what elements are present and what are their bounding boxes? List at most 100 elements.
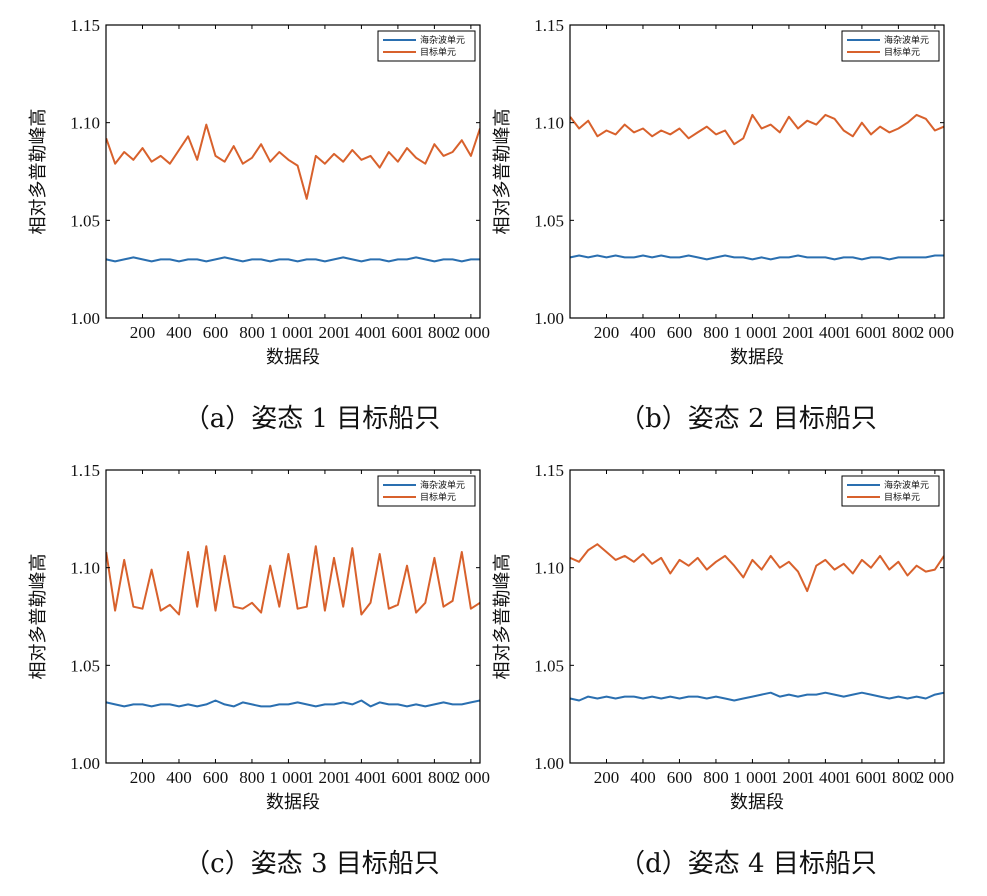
y-axis-title: 相对多普勒峰高 (492, 554, 513, 680)
y-tick-label: 1.05 (534, 211, 564, 230)
y-tick-label: 1.10 (70, 114, 100, 133)
legend-label: 海杂波单元 (420, 34, 465, 46)
x-tick-label: 600 (667, 768, 693, 787)
x-axis-title: 数据段 (266, 347, 320, 368)
x-tick-label: 400 (630, 768, 656, 787)
x-tick-label: 1 000 (733, 768, 771, 787)
panel-caption: （c）姿态 3 目标船只 (184, 849, 440, 879)
x-tick-label: 1 400 (806, 768, 844, 787)
series-line-target (570, 543, 944, 593)
y-tick-label: 1.00 (70, 754, 100, 773)
x-tick-label: 1 400 (342, 323, 380, 342)
x-axis-title: 数据段 (730, 792, 784, 813)
series-line-sea-clutter (570, 254, 944, 261)
x-tick-label: 2 000 (452, 323, 490, 342)
x-tick-label: 600 (203, 768, 229, 787)
x-tick-label: 400 (166, 768, 192, 787)
legend-label: 目标单元 (420, 46, 456, 58)
x-tick-label: 400 (630, 323, 656, 342)
x-tick-label: 200 (594, 768, 620, 787)
legend-label: 海杂波单元 (420, 479, 465, 491)
y-tick-label: 1.15 (534, 16, 564, 35)
x-tick-label: 1 000 (269, 323, 307, 342)
plot-frame (569, 469, 945, 764)
y-tick-label: 1.15 (534, 461, 564, 480)
y-tick-label: 1.15 (70, 461, 100, 480)
series-line-sea-clutter (106, 699, 480, 708)
plot-frame (105, 24, 481, 319)
y-tick-label: 1.00 (70, 309, 100, 328)
x-tick-label: 200 (594, 323, 620, 342)
y-axis-title: 相对多普勒峰高 (28, 109, 49, 235)
x-tick-label: 1 600 (379, 323, 417, 342)
x-tick-label: 800 (703, 323, 729, 342)
x-tick-label: 800 (239, 768, 265, 787)
x-tick-label: 800 (239, 323, 265, 342)
x-tick-label: 1 600 (843, 768, 881, 787)
y-axis-title: 相对多普勒峰高 (28, 554, 49, 680)
x-tick-label: 1 200 (770, 768, 808, 787)
series-line-target (570, 113, 944, 146)
series-line-target (106, 545, 480, 616)
series-line-target (106, 123, 480, 200)
x-tick-label: 1 800 (879, 323, 917, 342)
x-tick-label: 200 (130, 768, 156, 787)
x-tick-label: 1 200 (306, 323, 344, 342)
legend-box (841, 30, 940, 62)
x-tick-label: 200 (130, 323, 156, 342)
y-tick-label: 1.05 (70, 211, 100, 230)
series-line-sea-clutter (106, 256, 480, 263)
x-tick-label: 600 (203, 323, 229, 342)
legend-label: 海杂波单元 (884, 34, 929, 46)
x-tick-label: 1 000 (733, 323, 771, 342)
x-tick-label: 1 800 (415, 768, 453, 787)
x-axis-title: 数据段 (266, 792, 320, 813)
legend-box (841, 475, 940, 507)
x-tick-label: 1 200 (306, 768, 344, 787)
x-tick-label: 1 400 (806, 323, 844, 342)
y-tick-label: 1.15 (70, 16, 100, 35)
x-tick-label: 1 400 (342, 768, 380, 787)
x-tick-label: 400 (166, 323, 192, 342)
panel-caption: （a）姿态 1 目标船只 (184, 404, 441, 434)
x-tick-label: 800 (703, 768, 729, 787)
y-tick-label: 1.10 (534, 114, 564, 133)
x-tick-label: 2 000 (452, 768, 490, 787)
legend-label: 目标单元 (884, 46, 920, 58)
series-line-sea-clutter (570, 691, 944, 702)
y-tick-label: 1.05 (70, 656, 100, 675)
x-tick-label: 1 800 (415, 323, 453, 342)
panel-caption: （d）姿态 4 目标船只 (619, 849, 877, 879)
y-tick-label: 1.00 (534, 309, 564, 328)
x-tick-label: 1 200 (770, 323, 808, 342)
x-axis-title: 数据段 (730, 347, 784, 368)
x-tick-label: 1 600 (379, 768, 417, 787)
legend-box (377, 475, 476, 507)
x-tick-label: 600 (667, 323, 693, 342)
y-tick-label: 1.00 (534, 754, 564, 773)
y-axis-title: 相对多普勒峰高 (492, 109, 513, 235)
x-tick-label: 1 800 (879, 768, 917, 787)
x-tick-label: 2 000 (916, 768, 954, 787)
panel-caption: （b）姿态 2 目标船只 (619, 404, 877, 434)
y-tick-label: 1.10 (534, 559, 564, 578)
legend-label: 目标单元 (420, 491, 456, 503)
legend-label: 目标单元 (884, 491, 920, 503)
y-tick-label: 1.05 (534, 656, 564, 675)
x-tick-label: 2 000 (916, 323, 954, 342)
legend-box (377, 30, 476, 62)
x-tick-label: 1 600 (843, 323, 881, 342)
plot-frame (105, 469, 481, 764)
y-tick-label: 1.10 (70, 559, 100, 578)
legend-label: 海杂波单元 (884, 479, 929, 491)
x-tick-label: 1 000 (269, 768, 307, 787)
